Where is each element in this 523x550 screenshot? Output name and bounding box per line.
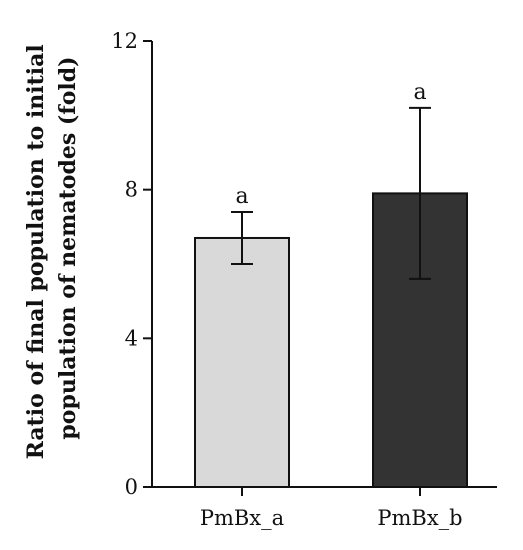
y-axis-label: Ratio of final population to initial pop… — [23, 37, 81, 460]
x-tick-label-PmBx_a: PmBx_a — [200, 506, 284, 530]
y-axis-label-line-1: Ratio of final population to initial — [23, 44, 49, 459]
y-tick-label-0: 0 — [125, 475, 138, 499]
y-axis-label-line-2: population of nematodes (fold) — [55, 56, 81, 439]
x-tick-label-PmBx_b: PmBx_b — [377, 506, 462, 530]
bar-PmBx_a — [194, 236, 290, 488]
y-tick-label-12: 12 — [111, 29, 138, 53]
significance-label-PmBx_a: a — [235, 184, 248, 209]
plot-area: 0 4 8 12 a PmBx_a a PmBx_b — [111, 29, 497, 530]
y-tick-label-8: 8 — [125, 178, 138, 202]
y-tick-label-4: 4 — [125, 326, 138, 350]
significance-label-PmBx_b: a — [413, 80, 426, 105]
